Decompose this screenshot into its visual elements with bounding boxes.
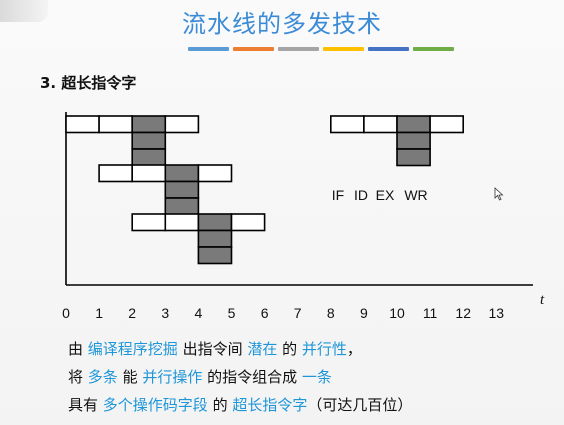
stage-label-if: IF (332, 187, 344, 203)
tick-label-11: 11 (423, 305, 438, 321)
tick-label-2: 2 (128, 305, 136, 321)
instruction-group-1-stage-1 (98, 115, 133, 134)
stripe-4 (323, 47, 364, 51)
section-heading: 3. 超长指令字 (40, 74, 137, 92)
highlight-term: 多个操作码字段 (102, 396, 208, 414)
stripe-2 (233, 47, 274, 51)
instruction-group-1-stage-0 (65, 115, 100, 134)
instruction-group-3-ex-unit-3 (197, 246, 233, 265)
instruction-group-2-stage-0 (98, 164, 133, 183)
tick-label-5: 5 (228, 305, 236, 321)
tick-label-3: 3 (161, 305, 169, 321)
logo-watermark (0, 0, 48, 22)
stripe-5 (368, 47, 409, 51)
instruction-group-3-stage-0 (131, 213, 167, 232)
tick-label-12: 12 (455, 305, 471, 321)
stage-label-id: ID (354, 187, 368, 203)
caption-text: 的指令组合成 (202, 368, 302, 386)
instruction-group-1-ex-unit-2 (131, 131, 167, 150)
caption-text: 出指令间 (177, 340, 248, 358)
tick-label-1: 1 (95, 305, 103, 321)
caption-text: 将 (68, 368, 88, 386)
highlight-term: 并行操作 (142, 368, 203, 386)
tick-label-6: 6 (261, 305, 269, 321)
instruction-group-2-stage-3 (197, 164, 233, 183)
caption-text: 的 (207, 396, 233, 414)
caption-text: 的 (277, 340, 302, 358)
highlight-term: 编译程序挖掘 (87, 340, 178, 358)
instruction-group-1-ex-unit-3 (131, 148, 167, 167)
instruction-group-3-ex-unit-2 (197, 229, 233, 248)
tick-label-7: 7 (294, 305, 302, 321)
legend-group-stage-0 (329, 115, 365, 134)
highlight-term: 潜在 (247, 340, 278, 358)
tick-label-9: 9 (360, 305, 368, 321)
instruction-group-3-stage-3 (230, 213, 266, 232)
tick-label-8: 8 (327, 305, 335, 321)
title-underline-stripes (188, 47, 454, 51)
stripe-3 (278, 47, 319, 51)
caption-line-2: 将 多条 能 并行操作 的指令组合成 一条 (68, 366, 332, 387)
mouse-cursor-icon (494, 187, 504, 201)
caption-line-1: 由 编译程序挖掘 出指令间 潜在 的 并行性， (68, 338, 362, 359)
legend-group-stage-1 (363, 115, 398, 134)
tick-label-4: 4 (195, 305, 203, 321)
highlight-term: 并行性 (301, 340, 347, 358)
caption-text: （可达几百位） (307, 396, 413, 414)
stripe-1 (188, 47, 229, 51)
highlight-term: 多条 (87, 368, 118, 386)
instruction-group-1-stage-2 (131, 115, 167, 134)
stripe-6 (413, 47, 454, 51)
stage-label-ex: EX (376, 187, 395, 203)
legend-group-stage-2 (396, 115, 431, 134)
instruction-group-2-stage-1 (131, 164, 167, 183)
tick-label-13: 13 (489, 305, 505, 321)
caption-text: 能 (117, 368, 143, 386)
legend-group-ex-unit-3 (396, 148, 431, 167)
legend-group-ex-unit-2 (396, 131, 431, 150)
instruction-group-3-stage-2 (197, 213, 233, 232)
instruction-group-2-stage-2 (164, 164, 200, 183)
highlight-term: 超长指令字 (232, 396, 308, 414)
slide-title: 流水线的多发技术 (182, 10, 382, 38)
tick-label-0: 0 (62, 305, 70, 321)
instruction-group-2-ex-unit-2 (164, 180, 200, 199)
caption-text: ， (346, 340, 362, 358)
caption-line-3: 具有 多个操作码字段 的 超长指令字（可达几百位） (68, 394, 412, 415)
stage-label-wr: WR (404, 187, 427, 203)
caption-text: 由 (68, 340, 88, 358)
instruction-group-1-stage-3 (164, 115, 200, 134)
legend-group-stage-3 (429, 115, 465, 134)
tick-label-10: 10 (389, 305, 405, 321)
caption-text: 具有 (68, 396, 103, 414)
instruction-group-3-stage-1 (164, 213, 200, 232)
instruction-group-2-ex-unit-3 (164, 197, 200, 216)
highlight-term: 一条 (301, 368, 332, 386)
time-axis-label: t (540, 292, 545, 308)
